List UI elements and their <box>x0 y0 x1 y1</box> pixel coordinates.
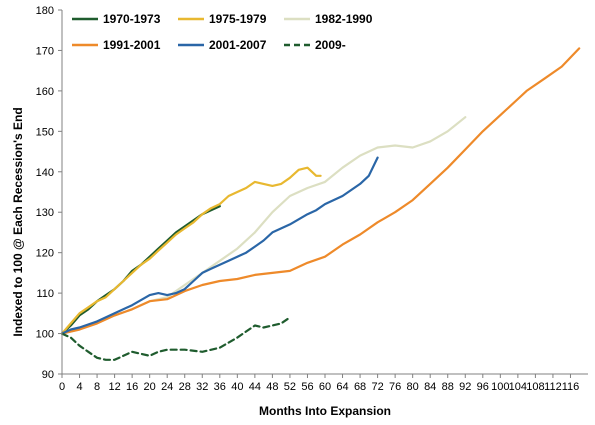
x-tick-label: 104 <box>509 381 527 393</box>
x-tick-label: 8 <box>94 381 100 393</box>
x-tick-label: 0 <box>59 381 65 393</box>
legend-label: 1970-1973 <box>103 12 161 26</box>
series-layer <box>60 47 581 361</box>
x-tick-label: 84 <box>424 381 436 393</box>
legend-label: 1991-2001 <box>103 38 161 52</box>
x-tick-label: 112 <box>544 381 562 393</box>
legend-item: 1975-1979 <box>178 12 267 26</box>
y-tick-label: 100 <box>36 329 54 341</box>
y-tick-label: 160 <box>36 86 54 98</box>
x-tick-label: 40 <box>231 381 243 393</box>
legend-item: 2009- <box>284 38 346 52</box>
x-tick-label: 68 <box>354 381 366 393</box>
legend-item: 2001-2007 <box>178 38 267 52</box>
x-tick-label: 16 <box>126 381 138 393</box>
series-line-1982-1990 <box>60 116 467 335</box>
x-tick-label: 56 <box>301 381 313 393</box>
series-line-1991-2001 <box>60 47 581 335</box>
x-tick-label: 52 <box>284 381 296 393</box>
x-tick-label: 32 <box>196 381 208 393</box>
series-line-1970-1973 <box>60 205 221 335</box>
y-tick-label: 150 <box>36 126 54 138</box>
legend-item: 1991-2001 <box>72 38 161 52</box>
x-tick-label: 60 <box>319 381 331 393</box>
series-line-1975-1979 <box>60 166 322 335</box>
y-tick-label: 120 <box>36 248 54 260</box>
x-tick-label: 36 <box>214 381 226 393</box>
y-tick-label: 130 <box>36 207 54 219</box>
legend-item: 1982-1990 <box>284 12 373 26</box>
legend-label: 2001-2007 <box>209 38 267 52</box>
y-tick-label: 140 <box>36 167 54 179</box>
x-tick-label: 48 <box>266 381 278 393</box>
x-tick-label: 72 <box>371 381 383 393</box>
x-tick-label: 12 <box>108 381 120 393</box>
legend-label: 2009- <box>315 38 346 52</box>
x-axis-title: Months Into Expansion <box>259 404 391 418</box>
legend: 1970-1973 1975-1979 1982-1990 1991-2001 2001… <box>72 12 373 52</box>
x-tick-label: 64 <box>336 381 348 393</box>
x-tick-label: 24 <box>161 381 173 393</box>
y-tick-label: 90 <box>42 369 54 381</box>
x-tick-label: 28 <box>179 381 191 393</box>
series-line-2009- <box>60 316 291 361</box>
x-tick-label: 96 <box>477 381 489 393</box>
series-line-2001-2007 <box>60 156 379 335</box>
y-axis-title: Indexed to 100 @ Each Recession's End <box>11 107 25 336</box>
x-tick-label: 108 <box>526 381 544 393</box>
y-tick-label: 170 <box>36 45 54 57</box>
y-tick-label: 180 <box>36 5 54 17</box>
x-tick-label: 76 <box>389 381 401 393</box>
x-tick-label: 100 <box>491 381 509 393</box>
x-tick-label: 92 <box>459 381 471 393</box>
legend-item: 1970-1973 <box>72 12 161 26</box>
legend-label: 1975-1979 <box>209 12 267 26</box>
y-tick-label: 110 <box>36 288 54 300</box>
x-tick-label: 116 <box>562 381 580 393</box>
x-tick-label: 88 <box>442 381 454 393</box>
x-tick-label: 80 <box>407 381 419 393</box>
x-tick-label: 4 <box>76 381 82 393</box>
x-tick-label: 44 <box>249 381 261 393</box>
x-tick-label: 20 <box>144 381 156 393</box>
legend-label: 1982-1990 <box>315 12 373 26</box>
